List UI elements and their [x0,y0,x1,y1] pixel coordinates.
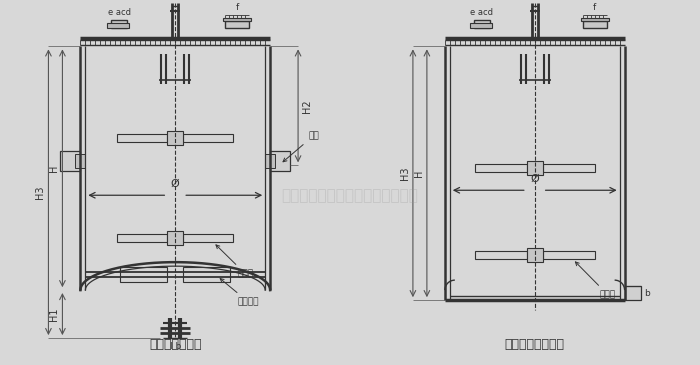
Bar [111,19,127,28]
Text: e acd: e acd [470,8,494,16]
Bar [470,23,492,28]
Bar [120,267,167,282]
Bar [526,248,542,262]
Bar [526,161,542,175]
Bar [542,251,594,259]
Bar [183,267,230,282]
Bar [270,151,290,171]
Text: l b: l b [169,342,181,351]
Bar [582,22,607,28]
Text: 搅拌槽（平底式）: 搅拌槽（平底式） [505,338,565,350]
Text: 搅拌器: 搅拌器 [216,245,253,278]
Bar [474,19,490,28]
Bar [542,164,594,172]
Text: H3: H3 [400,166,410,180]
Bar [183,134,233,142]
Text: 加强拉筋: 加强拉筋 [220,278,259,306]
Bar [475,251,526,259]
Text: H2: H2 [302,99,312,113]
Text: 搅拌槽（挂式）: 搅拌槽（挂式） [149,338,202,350]
Text: e acd: e acd [108,8,131,16]
Text: f: f [593,3,596,12]
Text: b: b [645,289,650,297]
Text: H3: H3 [36,185,46,199]
Bar [581,18,608,22]
Bar [118,234,167,242]
Bar [167,231,183,245]
Text: f: f [235,3,239,12]
Text: Ø: Ø [171,179,180,189]
Bar [60,151,80,171]
Bar [223,18,251,22]
Text: H: H [50,165,60,172]
Bar [76,154,85,168]
Text: H: H [414,170,424,177]
Bar [265,154,275,168]
Bar [475,164,526,172]
Text: 佛山市塑博塑料防腐设备有限公司: 佛山市塑博塑料防腐设备有限公司 [281,188,419,203]
Bar [107,23,130,28]
Text: 挂脚: 挂脚 [283,131,318,162]
Text: 搅拌器: 搅拌器 [575,262,616,299]
Bar [118,134,167,142]
Bar [167,131,183,145]
Bar [624,286,640,300]
Bar [183,234,233,242]
Text: Ø: Ø [531,174,539,184]
Bar [225,22,249,28]
Text: H1: H1 [50,307,60,321]
